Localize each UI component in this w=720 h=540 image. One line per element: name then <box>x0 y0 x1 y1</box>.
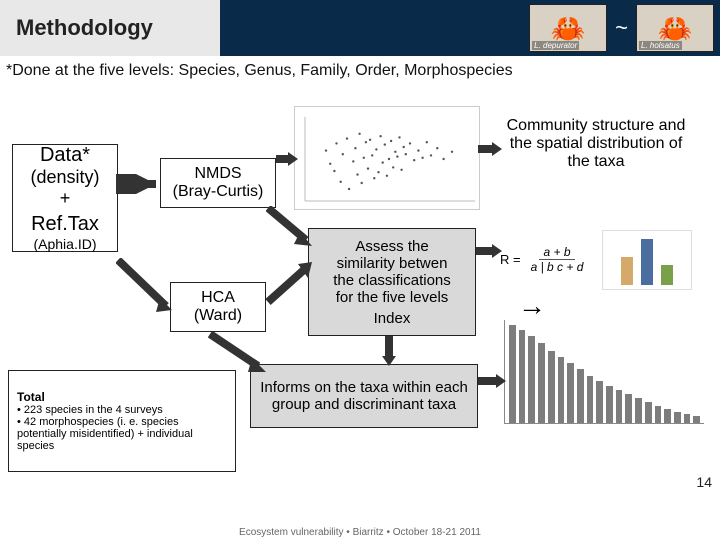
community-text: Community structure and the spatial dist… <box>498 110 694 178</box>
assess-l2: similarity betwen <box>337 255 448 272</box>
total-block: Total • 223 species in the 4 surveys • 4… <box>8 370 236 472</box>
assess-block: Assess the similarity betwen the classif… <box>308 228 476 336</box>
mini-bar-chart <box>602 230 692 290</box>
assess-l1: Assess the <box>355 238 428 255</box>
hca-block: HCA (Ward) <box>170 282 266 332</box>
arrow-data-to-hca <box>116 258 174 314</box>
arrow-nmds-to-assess <box>266 206 312 246</box>
subtitle-text: *Done at the five levels: Species, Genus… <box>0 56 720 82</box>
assess-l4: for the five levels <box>336 289 449 306</box>
crab-image-2: 🦀 L. holsatus <box>636 4 714 52</box>
data-l2: (density) <box>30 167 99 188</box>
data-l1: Data* <box>40 144 90 167</box>
diagram-canvas: Data* (density) + Ref.Tax (Aphia.ID) NMD… <box>0 82 720 512</box>
nmds-block: NMDS (Bray-Curtis) <box>160 158 276 208</box>
crab-icon: 🦀 <box>551 12 586 45</box>
arrow-assess-to-informs <box>380 336 398 366</box>
discriminant-bar-chart <box>504 320 704 424</box>
assess-l3: the classifications <box>333 272 451 289</box>
tilde-separator: ~ <box>615 15 628 41</box>
formula-fraction: a + b a | b c + d <box>527 245 588 274</box>
hca-l1: HCA <box>201 289 235 307</box>
page-title: Methodology <box>16 15 153 41</box>
formula-lhs: R = <box>500 252 521 267</box>
page-number: 14 <box>696 474 712 490</box>
header-spacer <box>220 0 523 56</box>
arrow-assess-to-formula <box>476 242 502 260</box>
formula-num: a + b <box>539 245 574 260</box>
crab-icon: 🦀 <box>658 12 693 45</box>
scatter-svg <box>295 107 481 211</box>
nmds-scatter-chart <box>294 106 480 210</box>
header-title-wrap: Methodology <box>0 0 220 56</box>
arrow-data-to-nmds <box>116 174 162 194</box>
arrow-right-icon: → <box>518 290 546 322</box>
crab-label-2: L. holsatus <box>639 41 682 50</box>
community-label: Community structure and the spatial dist… <box>504 117 688 171</box>
data-block: Data* (density) + Ref.Tax (Aphia.ID) <box>12 144 118 252</box>
total-title: Total <box>17 390 45 404</box>
informs-label: Informs on the taxa within each group an… <box>257 379 471 413</box>
data-l5: (Aphia.ID) <box>33 236 96 252</box>
footer-text: Ecosystem vulnerability • Biarritz • Oct… <box>0 527 720 538</box>
hca-l2: (Ward) <box>194 307 242 325</box>
nmds-l1: NMDS <box>194 165 241 183</box>
assess-l5: Index <box>374 310 411 327</box>
data-l3: + <box>60 188 71 209</box>
crab-image-1: 🦀 L. depurator <box>529 4 607 52</box>
total-b1: • 223 species in the 4 surveys <box>17 404 163 416</box>
arrow-hca-to-assess <box>266 262 312 306</box>
formula-den: a | b c + d <box>527 260 588 274</box>
crab-label-1: L. depurator <box>532 41 579 50</box>
nmds-l2: (Bray-Curtis) <box>173 183 264 201</box>
total-b2: • 42 morphospecies (i. e. species potent… <box>17 416 227 452</box>
arrow-informs-to-bars <box>478 372 506 390</box>
informs-block: Informs on the taxa within each group an… <box>250 364 478 428</box>
data-l4: Ref.Tax <box>31 213 99 236</box>
